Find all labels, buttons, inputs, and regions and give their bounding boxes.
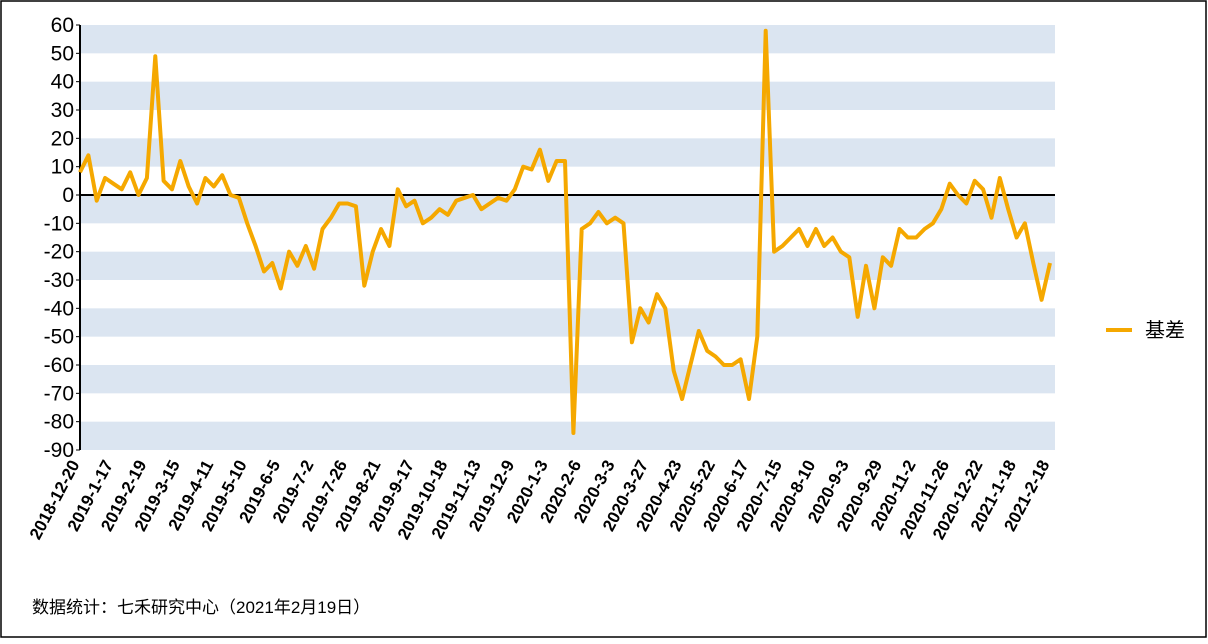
y-tick-label: 50 xyxy=(51,42,74,65)
y-tick-label: 0 xyxy=(62,184,74,207)
band xyxy=(80,421,1055,450)
y-tick-label: -80 xyxy=(44,411,74,434)
y-tick-label: -60 xyxy=(44,354,74,377)
y-tick-label: 60 xyxy=(51,14,74,37)
band xyxy=(80,138,1055,167)
y-tick-label: -20 xyxy=(44,241,74,264)
y-tick-label: -10 xyxy=(44,212,74,235)
y-tick-label: -40 xyxy=(44,297,74,320)
y-tick-label: 10 xyxy=(51,156,74,179)
band xyxy=(80,25,1055,54)
band xyxy=(80,365,1055,394)
source-note: 数据统计：七禾研究中心（2021年2月19日） xyxy=(32,598,370,617)
y-tick-label: -30 xyxy=(44,269,74,292)
y-tick-label: 40 xyxy=(51,71,74,94)
y-tick-label: -70 xyxy=(44,382,74,405)
legend-label: 基差 xyxy=(1145,319,1185,342)
y-tick-label: -50 xyxy=(44,326,74,349)
y-tick-label: 30 xyxy=(51,99,74,122)
band xyxy=(80,81,1055,110)
band xyxy=(80,308,1055,337)
y-tick-label: 20 xyxy=(51,127,74,150)
y-tick-label: -90 xyxy=(44,439,74,462)
series-line xyxy=(78,28,1052,435)
